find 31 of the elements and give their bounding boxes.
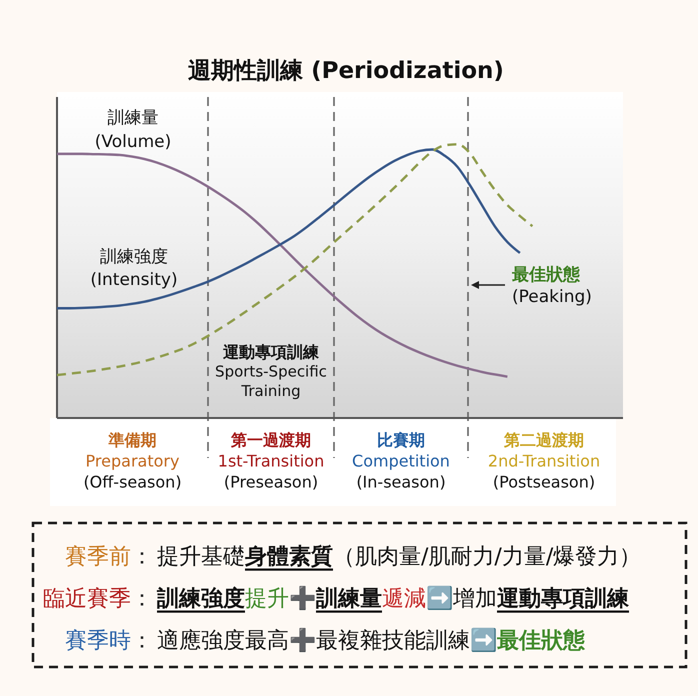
text: 提升基礎 <box>157 544 245 570</box>
text: 訓練量 <box>315 586 382 612</box>
text: 最佳狀態 <box>496 628 586 654</box>
chart-title: 週期性訓練 (Periodization) <box>188 58 504 84</box>
text: ➕ <box>289 586 316 612</box>
text: ： <box>131 586 153 612</box>
text: 第二過渡期 2nd-Transition (Postseason) <box>488 430 600 492</box>
text: （肌肉量/肌耐力/力量/爆發力） <box>333 544 642 570</box>
text: 準備期 Preparatory (Off-season) <box>83 430 182 492</box>
text: 提升 <box>245 586 289 612</box>
annotation: 最佳狀態 (Peaking) <box>511 265 592 307</box>
text: ： <box>131 628 153 654</box>
text: 訓練強度 <box>156 586 245 612</box>
text: 適應強度最高 <box>157 628 289 654</box>
text: ➡ <box>470 628 497 654</box>
text: 臨近賽季 <box>43 586 131 612</box>
series-label: 訓練量 (Volume) <box>94 108 172 152</box>
text: 運動專項訓練 <box>497 586 630 612</box>
text: 身體素質 <box>244 544 333 570</box>
text: ： <box>131 544 153 570</box>
text: ➕ <box>289 628 316 654</box>
text: 比賽期 Competition (In-season) <box>352 430 450 492</box>
text: 最複雜技能訓練 <box>316 628 470 654</box>
text: 第一過渡期 1st-Transition (Preseason) <box>218 430 324 492</box>
text: 賽季前 <box>65 544 131 570</box>
series-label: 訓練強度 (Intensity) <box>90 247 178 290</box>
text: 遞減 <box>382 586 426 612</box>
text: 賽季時 <box>65 628 131 654</box>
text: 增加 <box>452 586 497 612</box>
series-label: 運動專項訓練 Sports-Specific Training <box>215 342 327 400</box>
text: ➡ <box>426 586 453 612</box>
